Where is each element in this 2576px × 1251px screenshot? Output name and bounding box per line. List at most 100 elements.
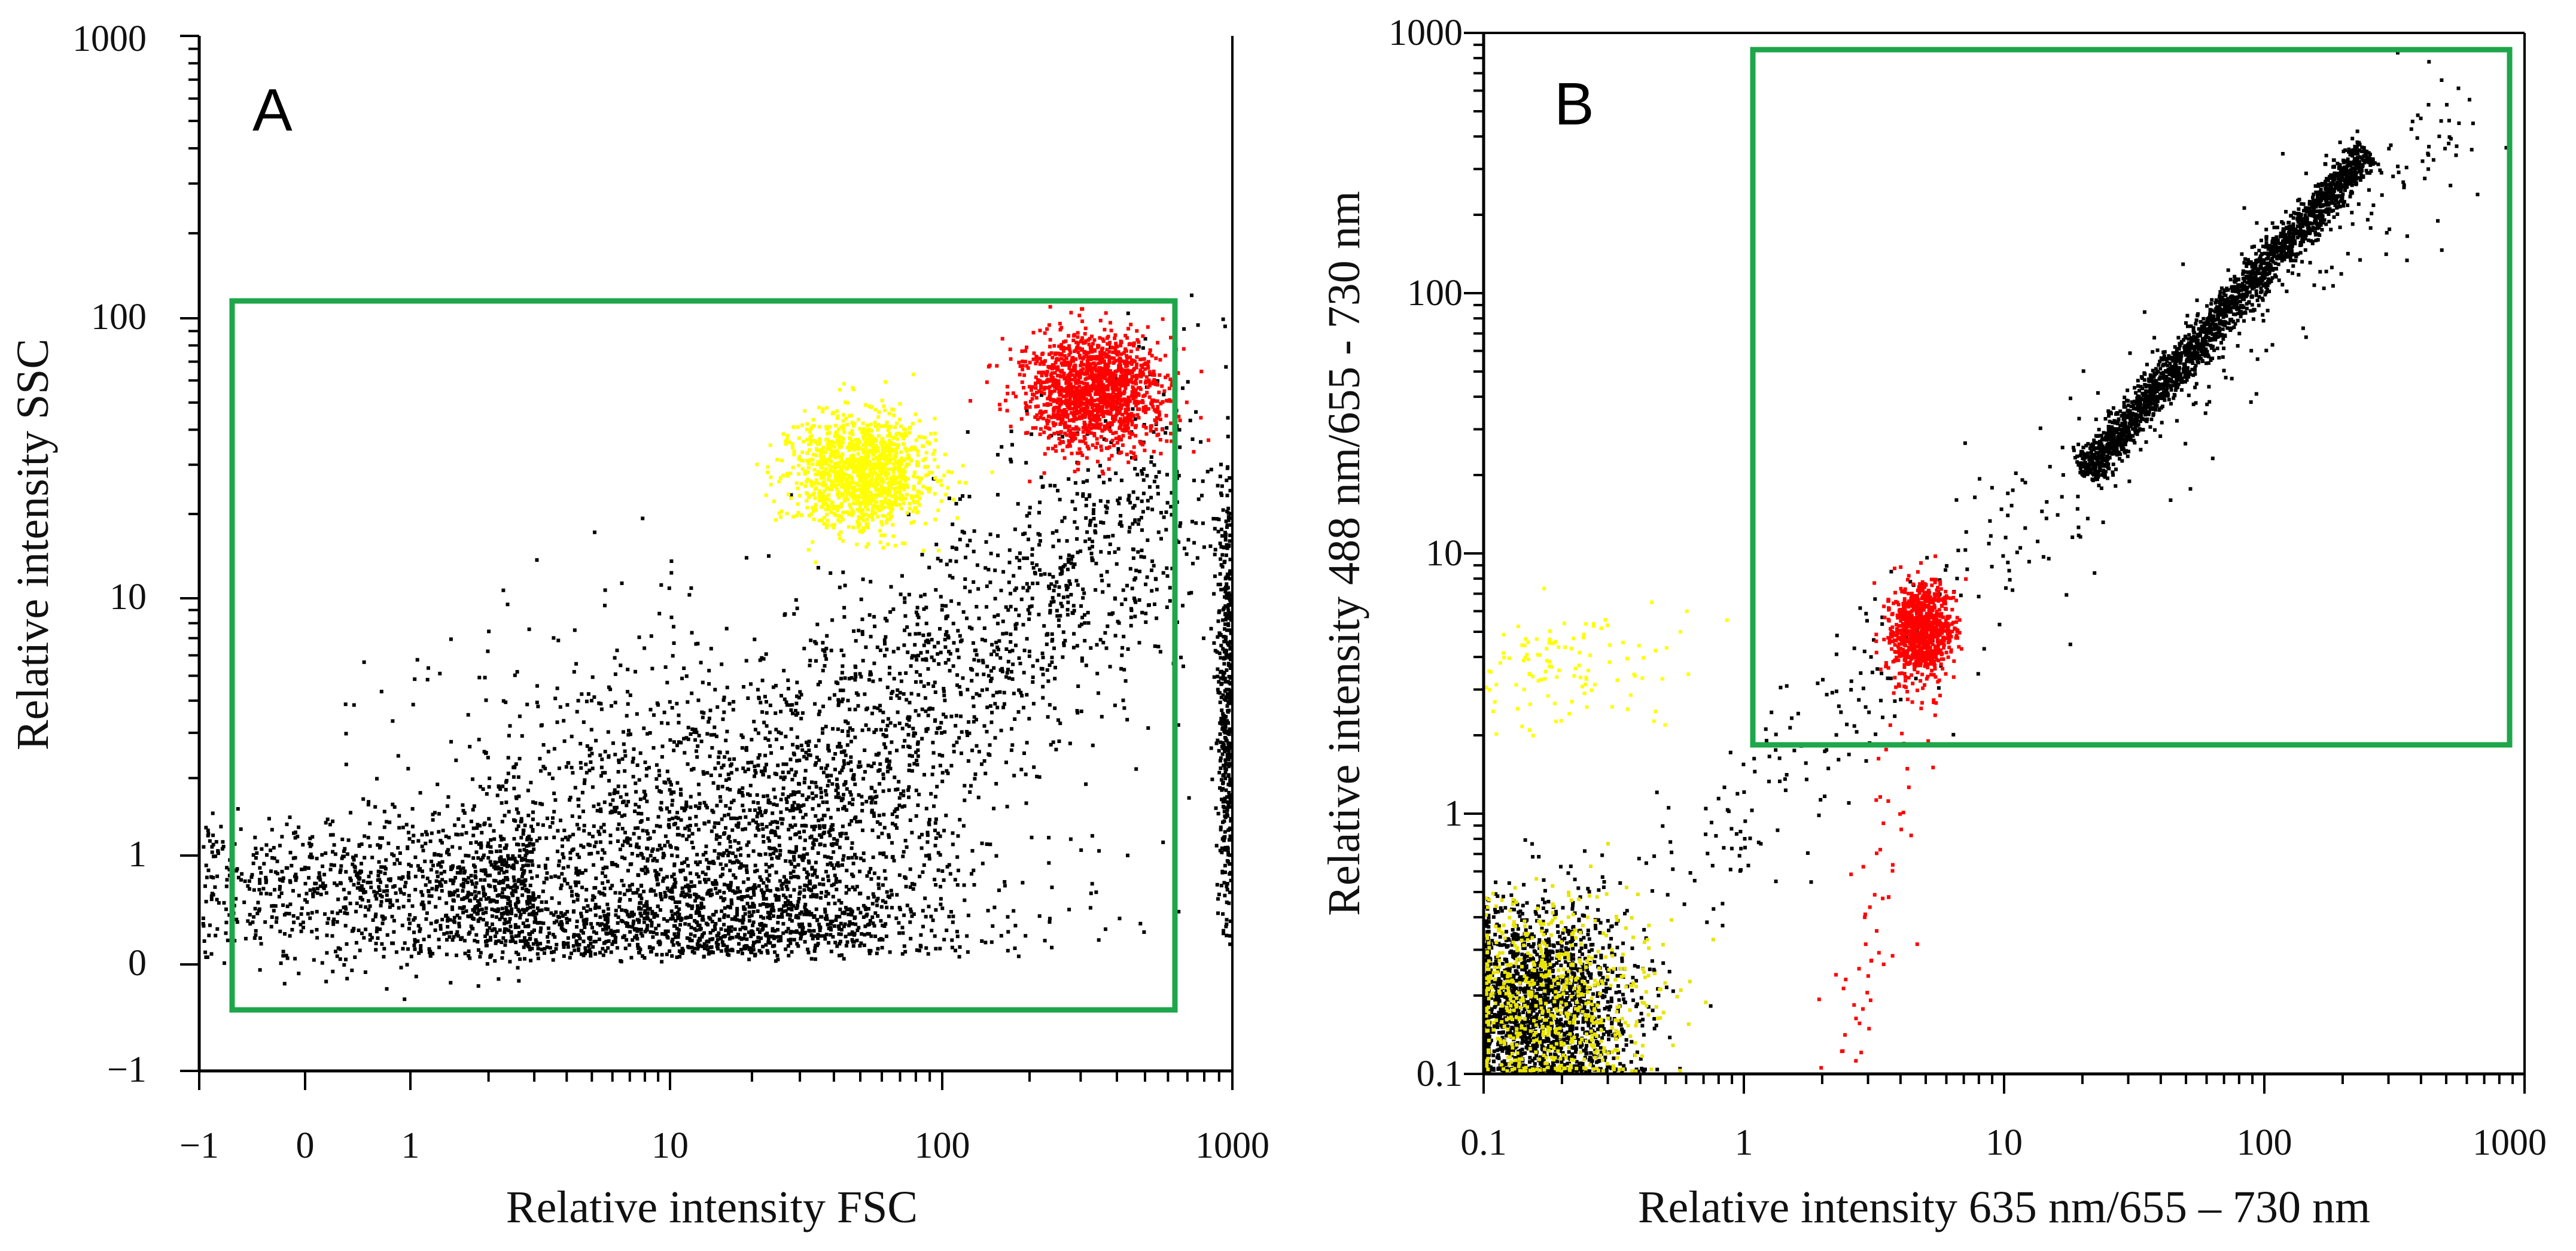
data-point-main-events [623, 839, 626, 844]
data-point-main-events [589, 941, 593, 945]
data-point-left-band [288, 815, 292, 819]
data-point-rising-tail [1001, 570, 1006, 574]
data-point-left-band [252, 915, 256, 919]
data-point-main-events [719, 949, 723, 953]
data-point-left-band [259, 942, 263, 946]
data-point-main-events [672, 740, 676, 744]
data-point-left-band [467, 932, 471, 936]
data-point-rising-tail [851, 777, 855, 781]
data-point-right-edge [1229, 593, 1232, 597]
data-point-main-events [645, 732, 650, 736]
data-point-left-band [360, 884, 364, 888]
data-point-left-band [477, 842, 481, 846]
data-point-rising-tail [827, 830, 831, 834]
data-point-rising-tail [949, 910, 953, 914]
data-point-rising-tail [924, 709, 928, 713]
data-point-rising-tail [769, 903, 773, 908]
data-point-main-events [608, 833, 613, 838]
data-point-main-events [708, 708, 712, 713]
data-point-main-events [774, 833, 778, 837]
data-point-main-events [589, 851, 593, 856]
data-point-main-events [726, 952, 729, 957]
data-point-rising-tail [1076, 583, 1080, 587]
data-point-main-events [720, 872, 724, 876]
data-point-main-events [557, 901, 561, 905]
data-point-left-band [531, 905, 535, 909]
data-point-rising-tail [989, 669, 993, 673]
data-point-main-events [645, 868, 649, 872]
data-point-main-events [635, 712, 639, 716]
data-point-main-events [812, 934, 817, 938]
data-point-rising-tail [921, 658, 925, 662]
data-point-rising-tail [1177, 474, 1181, 477]
data-point-main-events [718, 862, 723, 866]
data-point-rising-tail [858, 820, 862, 824]
data-point-rising-tail [1055, 580, 1059, 584]
data-point-rising-tail [1201, 479, 1205, 483]
data-point-main-events [824, 647, 829, 650]
data-point-left-band [479, 878, 483, 882]
data-point-rising-tail [878, 762, 882, 766]
data-point-main-events [1004, 760, 1008, 765]
data-point-main-events [566, 945, 570, 949]
data-point-main-events [691, 845, 695, 850]
data-point-main-events [696, 895, 701, 899]
data-point-main-events [397, 826, 401, 830]
data-point-main-events [728, 788, 732, 792]
data-point-rising-tail [895, 815, 899, 819]
data-point-main-events [598, 832, 602, 836]
data-point-main-events [762, 657, 766, 661]
data-point-main-events [774, 935, 778, 939]
data-point-main-events [716, 784, 720, 789]
data-point-rising-tail [1038, 500, 1042, 504]
data-point-main-events [434, 887, 439, 891]
data-point-main-events [705, 771, 710, 775]
data-point-rising-tail [1011, 662, 1015, 666]
data-point-main-events [824, 914, 829, 918]
data-point-rising-tail [823, 814, 827, 818]
data-point-left-band [373, 915, 377, 918]
data-point-rising-tail [1080, 656, 1084, 660]
data-point-main-events [385, 820, 389, 824]
data-point-left-band [476, 856, 480, 860]
data-point-main-events [520, 734, 524, 738]
data-point-rising-tail [776, 763, 780, 768]
data-point-main-events [632, 919, 636, 923]
data-point-main-events [688, 894, 692, 899]
data-point-rising-tail [798, 835, 802, 839]
data-point-left-band [248, 922, 252, 926]
data-point-main-events [725, 686, 729, 690]
data-point-main-events [462, 939, 467, 943]
data-point-main-events [787, 770, 791, 774]
data-point-main-events [838, 741, 842, 745]
data-point-rising-tail [842, 759, 846, 763]
data-point-main-events [325, 933, 329, 938]
data-point-rising-tail [1027, 511, 1031, 515]
data-point-main-events [696, 862, 700, 866]
data-point-rising-tail [1065, 613, 1070, 617]
data-point-left-band [333, 881, 337, 885]
data-point-rising-tail [836, 864, 841, 868]
data-point-rising-tail [816, 683, 820, 687]
data-point-left-band [409, 954, 413, 958]
data-point-rising-tail [1013, 626, 1018, 631]
data-point-rising-tail [884, 635, 888, 639]
data-point-left-band [500, 940, 504, 944]
data-point-main-events [882, 812, 886, 817]
data-point-rising-tail [848, 707, 852, 711]
data-point-main-events [623, 813, 627, 817]
data-point-main-events [723, 755, 727, 759]
data-point-rising-tail [848, 907, 852, 911]
data-point-main-events [525, 939, 528, 943]
data-point-rising-tail [924, 658, 928, 662]
data-point-rising-tail [1116, 498, 1120, 503]
data-point-rising-tail [951, 622, 955, 626]
data-point-main-events [921, 870, 925, 874]
data-point-main-events [679, 741, 683, 745]
data-point-main-events [705, 940, 709, 944]
data-point-main-events [601, 946, 605, 951]
data-point-rising-tail [920, 553, 924, 557]
data-point-main-events [670, 954, 674, 958]
data-point-rising-tail [1141, 510, 1145, 514]
data-point-main-events [781, 931, 785, 935]
